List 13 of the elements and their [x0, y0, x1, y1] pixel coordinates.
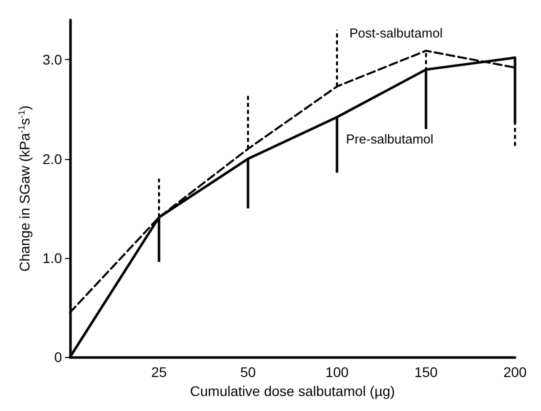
x-axis-title: Cumulative dose salbutamol (µg) [190, 383, 395, 399]
y-tick-label: 1.0 [42, 250, 62, 266]
x-tick-label: 100 [325, 364, 349, 380]
y-tick-label: 3.0 [42, 52, 62, 68]
y-axis-title: Change in SGaw (kPa-1s-1) [16, 105, 33, 272]
y-tick-label: 0 [54, 349, 62, 366]
y-tick-label: 2.0 [42, 150, 62, 167]
x-tick-label: 50 [240, 364, 256, 380]
series-label: Pre-salbutamol [346, 132, 434, 147]
x-tick-label: 150 [414, 364, 438, 380]
x-tick-label: 25 [151, 364, 167, 380]
series-label: Post-salbutamol [349, 26, 443, 41]
x-tick-label: 200 [503, 364, 527, 380]
